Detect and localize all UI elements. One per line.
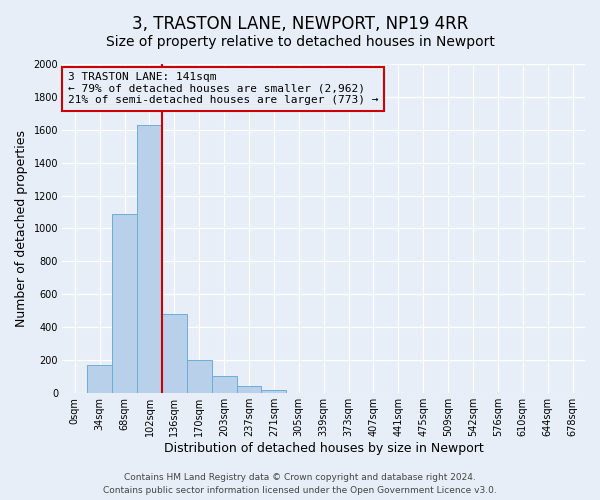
Text: Size of property relative to detached houses in Newport: Size of property relative to detached ho… bbox=[106, 35, 494, 49]
X-axis label: Distribution of detached houses by size in Newport: Distribution of detached houses by size … bbox=[164, 442, 484, 455]
Bar bbox=[112, 214, 137, 393]
Bar bbox=[162, 314, 187, 393]
Bar bbox=[212, 376, 236, 393]
Text: 3 TRASTON LANE: 141sqm
← 79% of detached houses are smaller (2,962)
21% of semi-: 3 TRASTON LANE: 141sqm ← 79% of detached… bbox=[68, 72, 378, 106]
Bar bbox=[236, 386, 262, 393]
Text: 3, TRASTON LANE, NEWPORT, NP19 4RR: 3, TRASTON LANE, NEWPORT, NP19 4RR bbox=[132, 15, 468, 33]
Bar bbox=[137, 125, 162, 393]
Y-axis label: Number of detached properties: Number of detached properties bbox=[15, 130, 28, 327]
Text: Contains HM Land Registry data © Crown copyright and database right 2024.
Contai: Contains HM Land Registry data © Crown c… bbox=[103, 474, 497, 495]
Bar bbox=[262, 390, 286, 393]
Bar bbox=[87, 365, 112, 393]
Bar bbox=[187, 360, 212, 393]
